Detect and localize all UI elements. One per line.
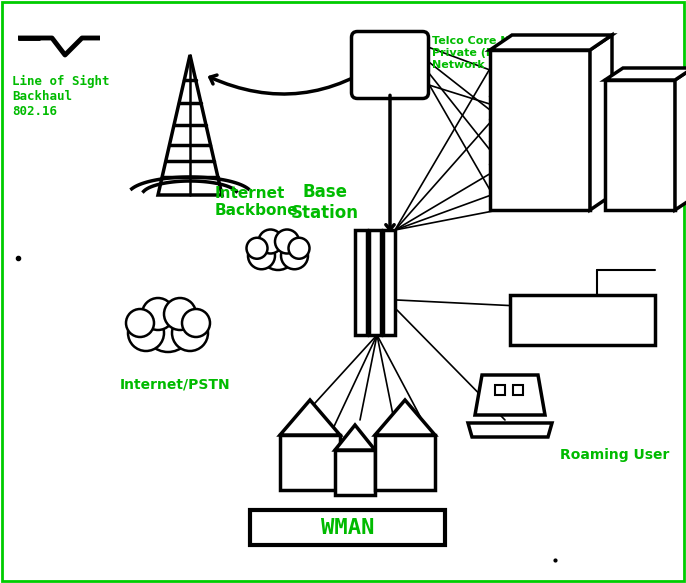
Polygon shape [158,55,222,195]
Text: Line of Sight
Backhaul
802.16: Line of Sight Backhaul 802.16 [12,75,110,118]
Bar [513,385,523,395]
Circle shape [142,298,174,330]
Text: Internet/PSTN: Internet/PSTN [120,378,230,392]
Circle shape [289,238,309,259]
Circle shape [128,315,164,351]
Text: Base
Station: Base Station [291,183,359,222]
Polygon shape [335,425,375,450]
Circle shape [172,315,208,351]
Polygon shape [280,400,340,435]
Bar [383,230,395,335]
Polygon shape [590,35,612,210]
Text: Telco Core Network
Private (Fibre)
Network: Telco Core Network Private (Fibre) Netwo… [432,36,553,69]
Circle shape [126,309,154,337]
Circle shape [182,309,210,337]
Circle shape [275,230,299,254]
Text: WMAN: WMAN [321,518,375,538]
Polygon shape [675,68,686,210]
Polygon shape [605,68,686,80]
Bar [369,230,381,335]
Bar [335,450,375,495]
Bar [280,435,340,490]
Bar [250,510,445,545]
Circle shape [144,304,192,352]
Bar [495,385,505,395]
Bar [510,295,655,345]
Polygon shape [475,375,545,415]
Circle shape [164,298,196,330]
Bar [605,80,675,210]
Circle shape [248,243,275,269]
Circle shape [259,230,283,254]
Polygon shape [375,400,435,435]
Text: Internet
Backbone: Internet Backbone [215,185,298,218]
FancyBboxPatch shape [351,31,429,99]
Circle shape [260,234,296,270]
Circle shape [246,238,268,259]
Polygon shape [490,35,612,50]
Polygon shape [468,423,552,437]
Bar [375,435,435,490]
Bar [490,50,590,210]
Bar [355,230,367,335]
Circle shape [281,243,308,269]
Text: Roaming User: Roaming User [560,448,670,462]
